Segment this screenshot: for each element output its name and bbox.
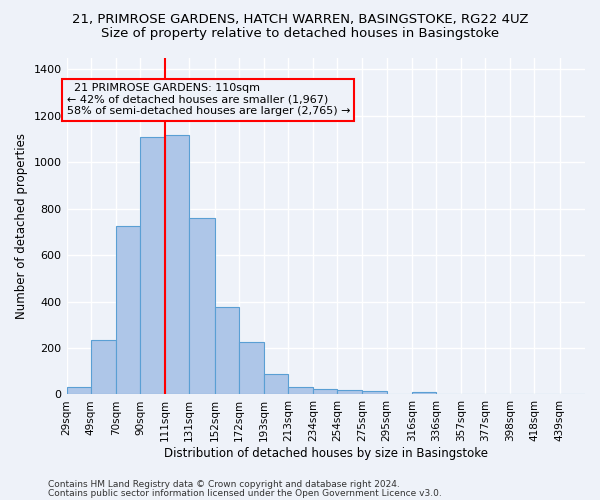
- Bar: [67, 388, 91, 394]
- X-axis label: Distribution of detached houses by size in Basingstoke: Distribution of detached houses by size …: [164, 447, 488, 460]
- Bar: [91, 340, 116, 394]
- Bar: [239, 342, 264, 394]
- Bar: [288, 388, 313, 394]
- Bar: [313, 388, 337, 394]
- Bar: [362, 391, 386, 394]
- Text: 21 PRIMROSE GARDENS: 110sqm
← 42% of detached houses are smaller (1,967)
58% of : 21 PRIMROSE GARDENS: 110sqm ← 42% of det…: [67, 83, 350, 116]
- Bar: [116, 226, 140, 394]
- Text: Contains public sector information licensed under the Open Government Licence v3: Contains public sector information licen…: [48, 489, 442, 498]
- Bar: [264, 374, 288, 394]
- Bar: [412, 392, 436, 394]
- Bar: [337, 390, 362, 394]
- Text: 21, PRIMROSE GARDENS, HATCH WARREN, BASINGSTOKE, RG22 4UZ: 21, PRIMROSE GARDENS, HATCH WARREN, BASI…: [72, 12, 528, 26]
- Text: Size of property relative to detached houses in Basingstoke: Size of property relative to detached ho…: [101, 28, 499, 40]
- Bar: [189, 218, 215, 394]
- Text: Contains HM Land Registry data © Crown copyright and database right 2024.: Contains HM Land Registry data © Crown c…: [48, 480, 400, 489]
- Bar: [165, 136, 189, 394]
- Bar: [215, 308, 239, 394]
- Bar: [140, 136, 165, 394]
- Y-axis label: Number of detached properties: Number of detached properties: [15, 133, 28, 319]
